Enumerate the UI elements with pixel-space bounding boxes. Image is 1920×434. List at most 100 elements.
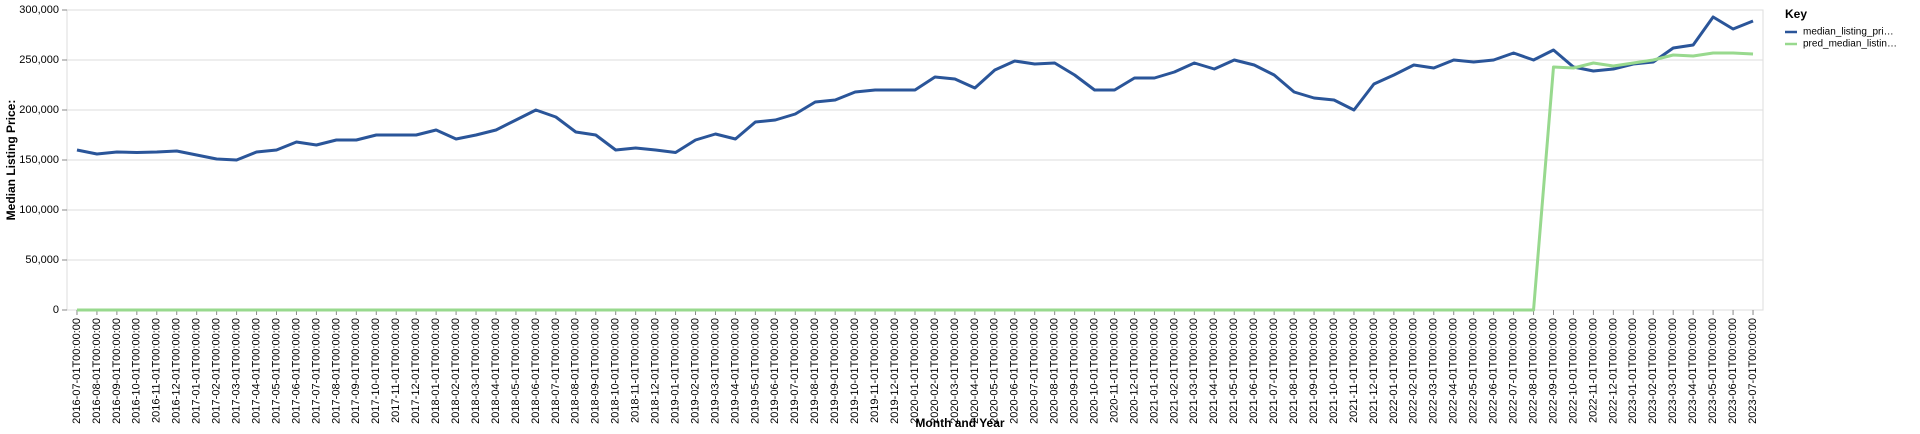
- x-tick-label: 2021-12-01T00:00:00: [1368, 318, 1380, 424]
- y-axis-title: Median Listing Price:: [4, 100, 18, 221]
- x-tick-label: 2019-03-01T00:00:00: [709, 318, 721, 424]
- x-tick-label: 2022-04-01T00:00:00: [1448, 318, 1460, 424]
- x-tick-label: 2018-05-01T00:00:00: [510, 318, 522, 424]
- x-tick-label: 2016-07-01T00:00:00: [71, 318, 83, 424]
- x-tick-label: 2016-12-01T00:00:00: [171, 318, 183, 424]
- x-tick-label: 2018-04-01T00:00:00: [490, 318, 502, 424]
- x-tick-label: 2018-02-01T00:00:00: [450, 318, 462, 424]
- y-tick-label: 300,000: [19, 4, 59, 16]
- x-tick-label: 2018-06-01T00:00:00: [530, 318, 542, 424]
- x-tick-label: 2016-08-01T00:00:00: [91, 318, 103, 424]
- x-tick-label: 2020-10-01T00:00:00: [1088, 318, 1100, 424]
- x-tick-label: 2019-05-01T00:00:00: [749, 318, 761, 424]
- x-tick-label: 2017-04-01T00:00:00: [250, 318, 262, 424]
- x-tick-label: 2020-12-01T00:00:00: [1128, 318, 1140, 424]
- x-tick-label: 2017-01-01T00:00:00: [191, 318, 203, 424]
- x-tick-label: 2020-09-01T00:00:00: [1069, 318, 1081, 424]
- y-tick-label: 250,000: [19, 54, 59, 66]
- x-tick-label: 2020-03-01T00:00:00: [949, 318, 961, 424]
- x-tick-label: 2023-03-01T00:00:00: [1667, 318, 1679, 424]
- x-tick-label: 2022-02-01T00:00:00: [1408, 318, 1420, 424]
- x-tick-label: 2019-10-01T00:00:00: [849, 318, 861, 424]
- x-tick-label: 2022-03-01T00:00:00: [1428, 318, 1440, 424]
- x-tick-label: 2022-01-01T00:00:00: [1388, 318, 1400, 424]
- x-tick-label: 2017-09-01T00:00:00: [350, 318, 362, 424]
- x-tick-label: 2021-10-01T00:00:00: [1328, 318, 1340, 424]
- x-tick-label: 2022-05-01T00:00:00: [1468, 318, 1480, 424]
- x-tick-label: 2018-08-01T00:00:00: [570, 318, 582, 424]
- x-tick-label: 2016-11-01T00:00:00: [151, 318, 163, 423]
- x-tick-label: 2023-04-01T00:00:00: [1687, 318, 1699, 424]
- x-tick-label: 2020-05-01T00:00:00: [989, 318, 1001, 424]
- x-tick-label: 2022-09-01T00:00:00: [1547, 318, 1559, 424]
- x-tick-label: 2017-07-01T00:00:00: [310, 318, 322, 424]
- x-tick-label: 2018-01-01T00:00:00: [430, 318, 442, 424]
- x-tick-label: 2021-11-01T00:00:00: [1348, 318, 1360, 423]
- x-tick-label: 2020-06-01T00:00:00: [1009, 318, 1021, 424]
- x-tick-label: 2022-08-01T00:00:00: [1527, 318, 1539, 424]
- x-tick-label: 2019-06-01T00:00:00: [769, 318, 781, 424]
- x-tick-label: 2017-03-01T00:00:00: [231, 318, 243, 424]
- y-tick-label: 50,000: [25, 254, 59, 266]
- x-tick-label: 2019-02-01T00:00:00: [689, 318, 701, 424]
- x-axis-title: Month and Year: [915, 416, 1004, 430]
- x-tick-label: 2016-09-01T00:00:00: [111, 318, 123, 424]
- x-tick-label: 2017-11-01T00:00:00: [390, 318, 402, 423]
- x-tick-label: 2019-12-01T00:00:00: [889, 318, 901, 424]
- x-tick-label: 2018-12-01T00:00:00: [650, 318, 662, 424]
- x-tick-label: 2019-09-01T00:00:00: [829, 318, 841, 424]
- y-tick-label: 150,000: [19, 154, 59, 166]
- x-tick-label: 2021-06-01T00:00:00: [1248, 318, 1260, 424]
- y-tick-label: 200,000: [19, 104, 59, 116]
- y-tick-label: 100,000: [19, 204, 59, 216]
- x-tick-label: 2022-12-01T00:00:00: [1607, 318, 1619, 424]
- x-tick-label: 2021-02-01T00:00:00: [1168, 318, 1180, 424]
- x-tick-label: 2021-04-01T00:00:00: [1208, 318, 1220, 424]
- x-tick-label: 2021-01-01T00:00:00: [1148, 318, 1160, 424]
- y-tick-label: 0: [53, 304, 59, 316]
- x-tick-label: 2018-09-01T00:00:00: [590, 318, 602, 424]
- x-tick-label: 2018-10-01T00:00:00: [610, 318, 622, 424]
- x-tick-label: 2018-03-01T00:00:00: [470, 318, 482, 424]
- x-tick-label: 2022-10-01T00:00:00: [1567, 318, 1579, 424]
- legend-label: median_listing_pri…: [1803, 27, 1894, 38]
- x-tick-label: 2020-04-01T00:00:00: [969, 318, 981, 424]
- x-tick-label: 2022-06-01T00:00:00: [1488, 318, 1500, 424]
- x-tick-label: 2023-07-01T00:00:00: [1747, 318, 1759, 424]
- x-tick-label: 2023-01-01T00:00:00: [1627, 318, 1639, 424]
- x-tick-label: 2017-02-01T00:00:00: [211, 318, 223, 424]
- x-tick-label: 2018-11-01T00:00:00: [630, 318, 642, 423]
- x-tick-label: 2019-11-01T00:00:00: [869, 318, 881, 423]
- x-tick-label: 2019-08-01T00:00:00: [809, 318, 821, 424]
- x-tick-label: 2017-06-01T00:00:00: [290, 318, 302, 424]
- x-tick-label: 2019-07-01T00:00:00: [789, 318, 801, 424]
- x-tick-label: 2020-08-01T00:00:00: [1049, 318, 1061, 424]
- x-tick-label: 2022-07-01T00:00:00: [1507, 318, 1519, 424]
- series-line: [76, 15, 1754, 162]
- x-tick-label: 2019-01-01T00:00:00: [669, 318, 681, 424]
- x-tick-label: 2022-11-01T00:00:00: [1587, 318, 1599, 423]
- x-tick-label: 2021-03-01T00:00:00: [1188, 318, 1200, 424]
- series-line: [76, 51, 1754, 312]
- x-tick-label: 2020-07-01T00:00:00: [1029, 318, 1041, 424]
- x-tick-label: 2017-08-01T00:00:00: [330, 318, 342, 424]
- x-tick-label: 2016-10-01T00:00:00: [131, 318, 143, 424]
- x-tick-label: 2023-05-01T00:00:00: [1707, 318, 1719, 424]
- x-tick-label: 2019-04-01T00:00:00: [729, 318, 741, 424]
- x-tick-label: 2020-11-01T00:00:00: [1108, 318, 1120, 423]
- x-tick-label: 2020-02-01T00:00:00: [929, 318, 941, 424]
- x-tick-label: 2023-06-01T00:00:00: [1727, 318, 1739, 424]
- x-tick-label: 2023-02-01T00:00:00: [1647, 318, 1659, 424]
- x-tick-label: 2020-01-01T00:00:00: [909, 318, 921, 424]
- legend-title: Key: [1785, 7, 1807, 21]
- x-tick-label: 2021-05-01T00:00:00: [1228, 318, 1240, 424]
- x-tick-label: 2018-07-01T00:00:00: [550, 318, 562, 424]
- x-tick-label: 2017-10-01T00:00:00: [370, 318, 382, 424]
- legend-label: pred_median_listin…: [1803, 39, 1897, 50]
- x-tick-label: 2021-07-01T00:00:00: [1268, 318, 1280, 424]
- x-tick-label: 2021-09-01T00:00:00: [1308, 318, 1320, 424]
- x-tick-label: 2017-05-01T00:00:00: [270, 318, 282, 424]
- x-tick-label: 2017-12-01T00:00:00: [410, 318, 422, 424]
- x-tick-label: 2021-08-01T00:00:00: [1288, 318, 1300, 424]
